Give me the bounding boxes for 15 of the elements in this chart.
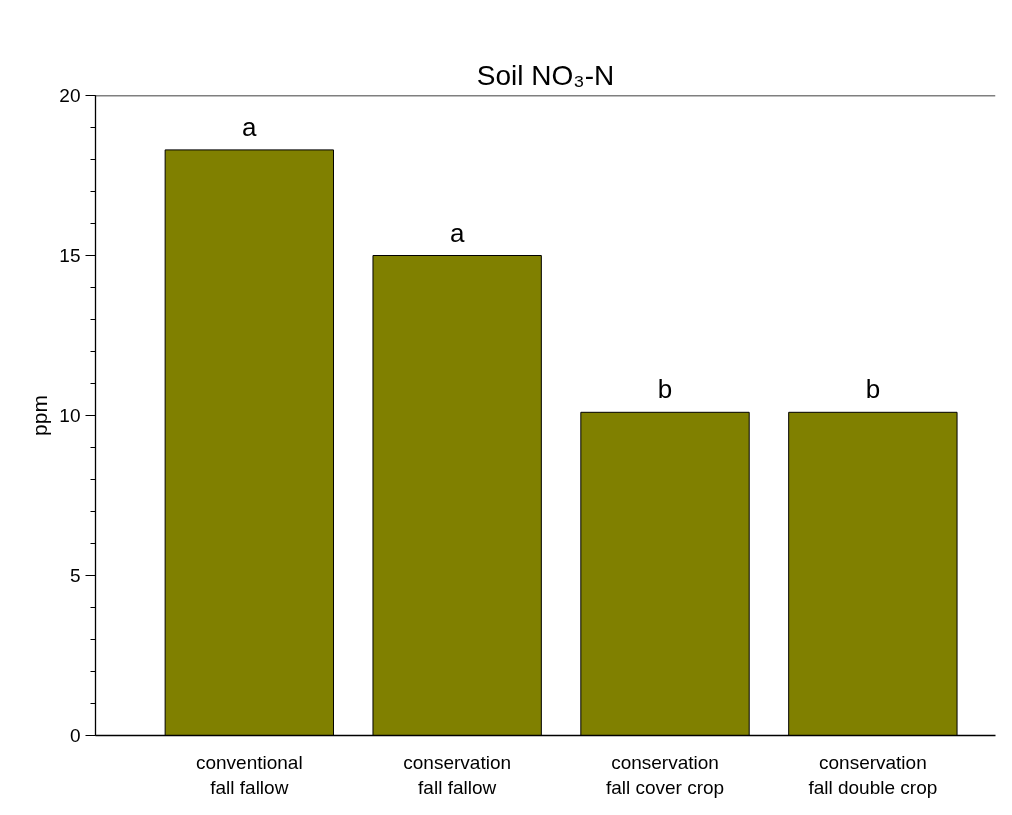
chart-title: Soil NO₃-N	[476, 59, 615, 91]
x-tick-label: conservation fall cover crop	[605, 751, 725, 798]
y-tick-label: 0	[69, 725, 81, 746]
annotation: b	[657, 374, 673, 405]
annotation: a	[242, 111, 258, 142]
annotation: b	[865, 374, 881, 405]
y-tick-label: 15	[59, 245, 81, 266]
y-tick-label: 10	[59, 405, 81, 426]
y-axis-title: ppm	[28, 395, 52, 436]
x-tick-label: conservation fall fallow	[403, 751, 512, 798]
x-tick-label: conventional fall fallow	[195, 751, 303, 798]
annotation: a	[449, 217, 465, 248]
y-tick-label: 20	[59, 85, 81, 106]
y-tick-label: 5	[69, 565, 81, 586]
x-tick-label: conservation fall double crop	[808, 751, 938, 798]
